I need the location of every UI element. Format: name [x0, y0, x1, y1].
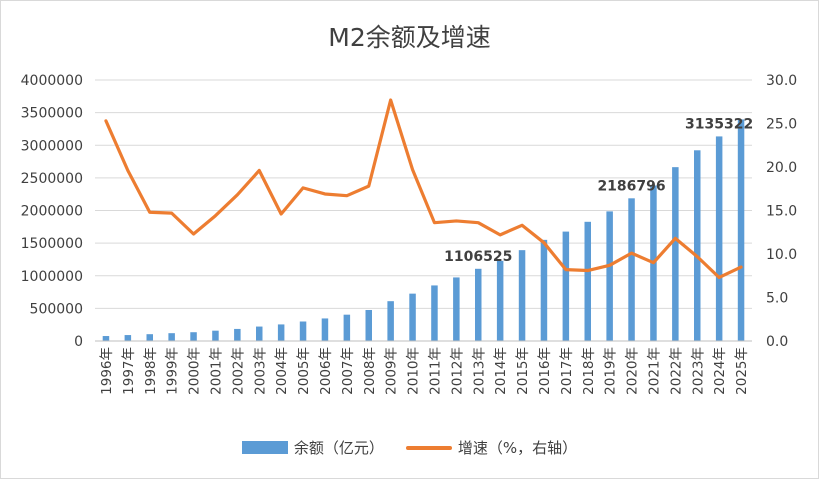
right-axis-tick-label: 15.0 [766, 204, 797, 220]
right-axis-tick-label: 5.0 [766, 291, 788, 307]
x-tick-label: 2002年 [230, 347, 246, 395]
chart-legend: 余额（亿元） 增速（%，右轴） [0, 437, 819, 458]
x-tick-label: 2019年 [603, 347, 619, 395]
left-axis-tick-label: 1000000 [21, 269, 83, 285]
x-tick-label: 2006年 [318, 347, 334, 395]
x-tick-label: 1997年 [121, 347, 137, 395]
right-axis-tick-label: 30.0 [766, 73, 797, 89]
x-tick-label: 2008年 [362, 347, 378, 395]
bar [234, 328, 241, 341]
bar [715, 136, 723, 341]
legend-item-balance: 余额（亿元） [241, 437, 384, 458]
bar [190, 332, 197, 341]
x-tick-label: 2023年 [690, 347, 706, 395]
x-tick-label: 2000年 [187, 347, 203, 395]
x-tick-label: 2001年 [208, 347, 224, 395]
bar [124, 335, 132, 341]
data-label: 2186796 [597, 178, 665, 194]
left-axis-tick-label: 3500000 [21, 106, 83, 122]
x-tick-label: 2010年 [406, 347, 422, 395]
x-tick-label: 2007年 [340, 347, 356, 395]
data-label: 3135322 [685, 116, 753, 132]
x-tick-label: 2009年 [384, 347, 400, 395]
bar [694, 150, 701, 341]
x-tick-label: 2018年 [581, 347, 597, 395]
x-tick-label: 1999年 [165, 347, 181, 395]
left-axis-tick-label: 3000000 [21, 138, 83, 154]
bar [518, 250, 526, 341]
left-axis-tick-label: 2000000 [21, 204, 83, 220]
x-tick-label: 2020年 [625, 347, 641, 395]
x-tick-label: 2021年 [646, 347, 662, 395]
left-axis-tick-label: 500000 [30, 301, 83, 317]
legend-swatch-line [405, 445, 452, 450]
bar [387, 301, 394, 341]
bar [737, 119, 745, 341]
bar [628, 198, 635, 341]
left-axis-tick-label: 0 [74, 334, 83, 350]
x-tick-label: 2004年 [274, 347, 290, 395]
x-tick-label: 2022年 [668, 347, 684, 395]
bar [475, 268, 482, 341]
bar [168, 333, 175, 341]
left-axis-tick-label: 2500000 [21, 171, 83, 187]
bar [584, 221, 591, 341]
bar [453, 277, 460, 341]
x-tick-label: 2012年 [449, 347, 465, 395]
bar [540, 239, 548, 341]
x-tick-label: 2014年 [493, 347, 509, 395]
data-label: 1106525 [444, 249, 512, 265]
right-axis-tick-label: 10.0 [766, 247, 797, 263]
bar [277, 324, 285, 341]
bar [212, 330, 219, 341]
x-tick-label: 2017年 [559, 347, 575, 395]
right-axis-tick-label: 25.0 [766, 117, 797, 133]
legend-label-balance: 余额（亿元） [293, 439, 384, 457]
bar [321, 318, 329, 341]
x-tick-label: 2003年 [252, 347, 268, 395]
x-tick-label: 2024年 [712, 347, 728, 395]
x-tick-label: 2005年 [296, 347, 312, 395]
x-tick-label: 1996年 [99, 347, 115, 395]
x-tick-label: 2016年 [537, 347, 553, 395]
bar [431, 285, 438, 341]
x-tick-label: 2015年 [515, 347, 531, 395]
bar [256, 326, 263, 341]
x-tick-label: 1998年 [143, 347, 159, 395]
bar [343, 314, 351, 341]
left-axis-tick-label: 4000000 [21, 73, 83, 89]
x-tick-label: 2025年 [734, 347, 750, 395]
legend-swatch-bar [241, 441, 288, 454]
legend-label-growth: 增速（%，右轴） [457, 439, 578, 457]
bar [606, 211, 613, 341]
growth-line [104, 98, 743, 280]
right-axis-tick-label: 0.0 [766, 334, 788, 350]
chart-title: M2余额及增速 [328, 23, 491, 52]
bar [365, 309, 372, 341]
bar [102, 336, 110, 341]
left-axis-tick-label: 1500000 [21, 236, 83, 252]
bar [672, 167, 679, 341]
x-tick-label: 2013年 [471, 347, 487, 395]
bar [409, 293, 416, 341]
bar [562, 231, 570, 341]
x-tick-label: 2011年 [427, 347, 443, 395]
right-axis-tick-label: 20.0 [766, 160, 797, 176]
bar [146, 334, 153, 341]
bar [496, 260, 504, 341]
bar [299, 321, 307, 341]
legend-item-growth: 增速（%，右轴） [405, 437, 578, 458]
